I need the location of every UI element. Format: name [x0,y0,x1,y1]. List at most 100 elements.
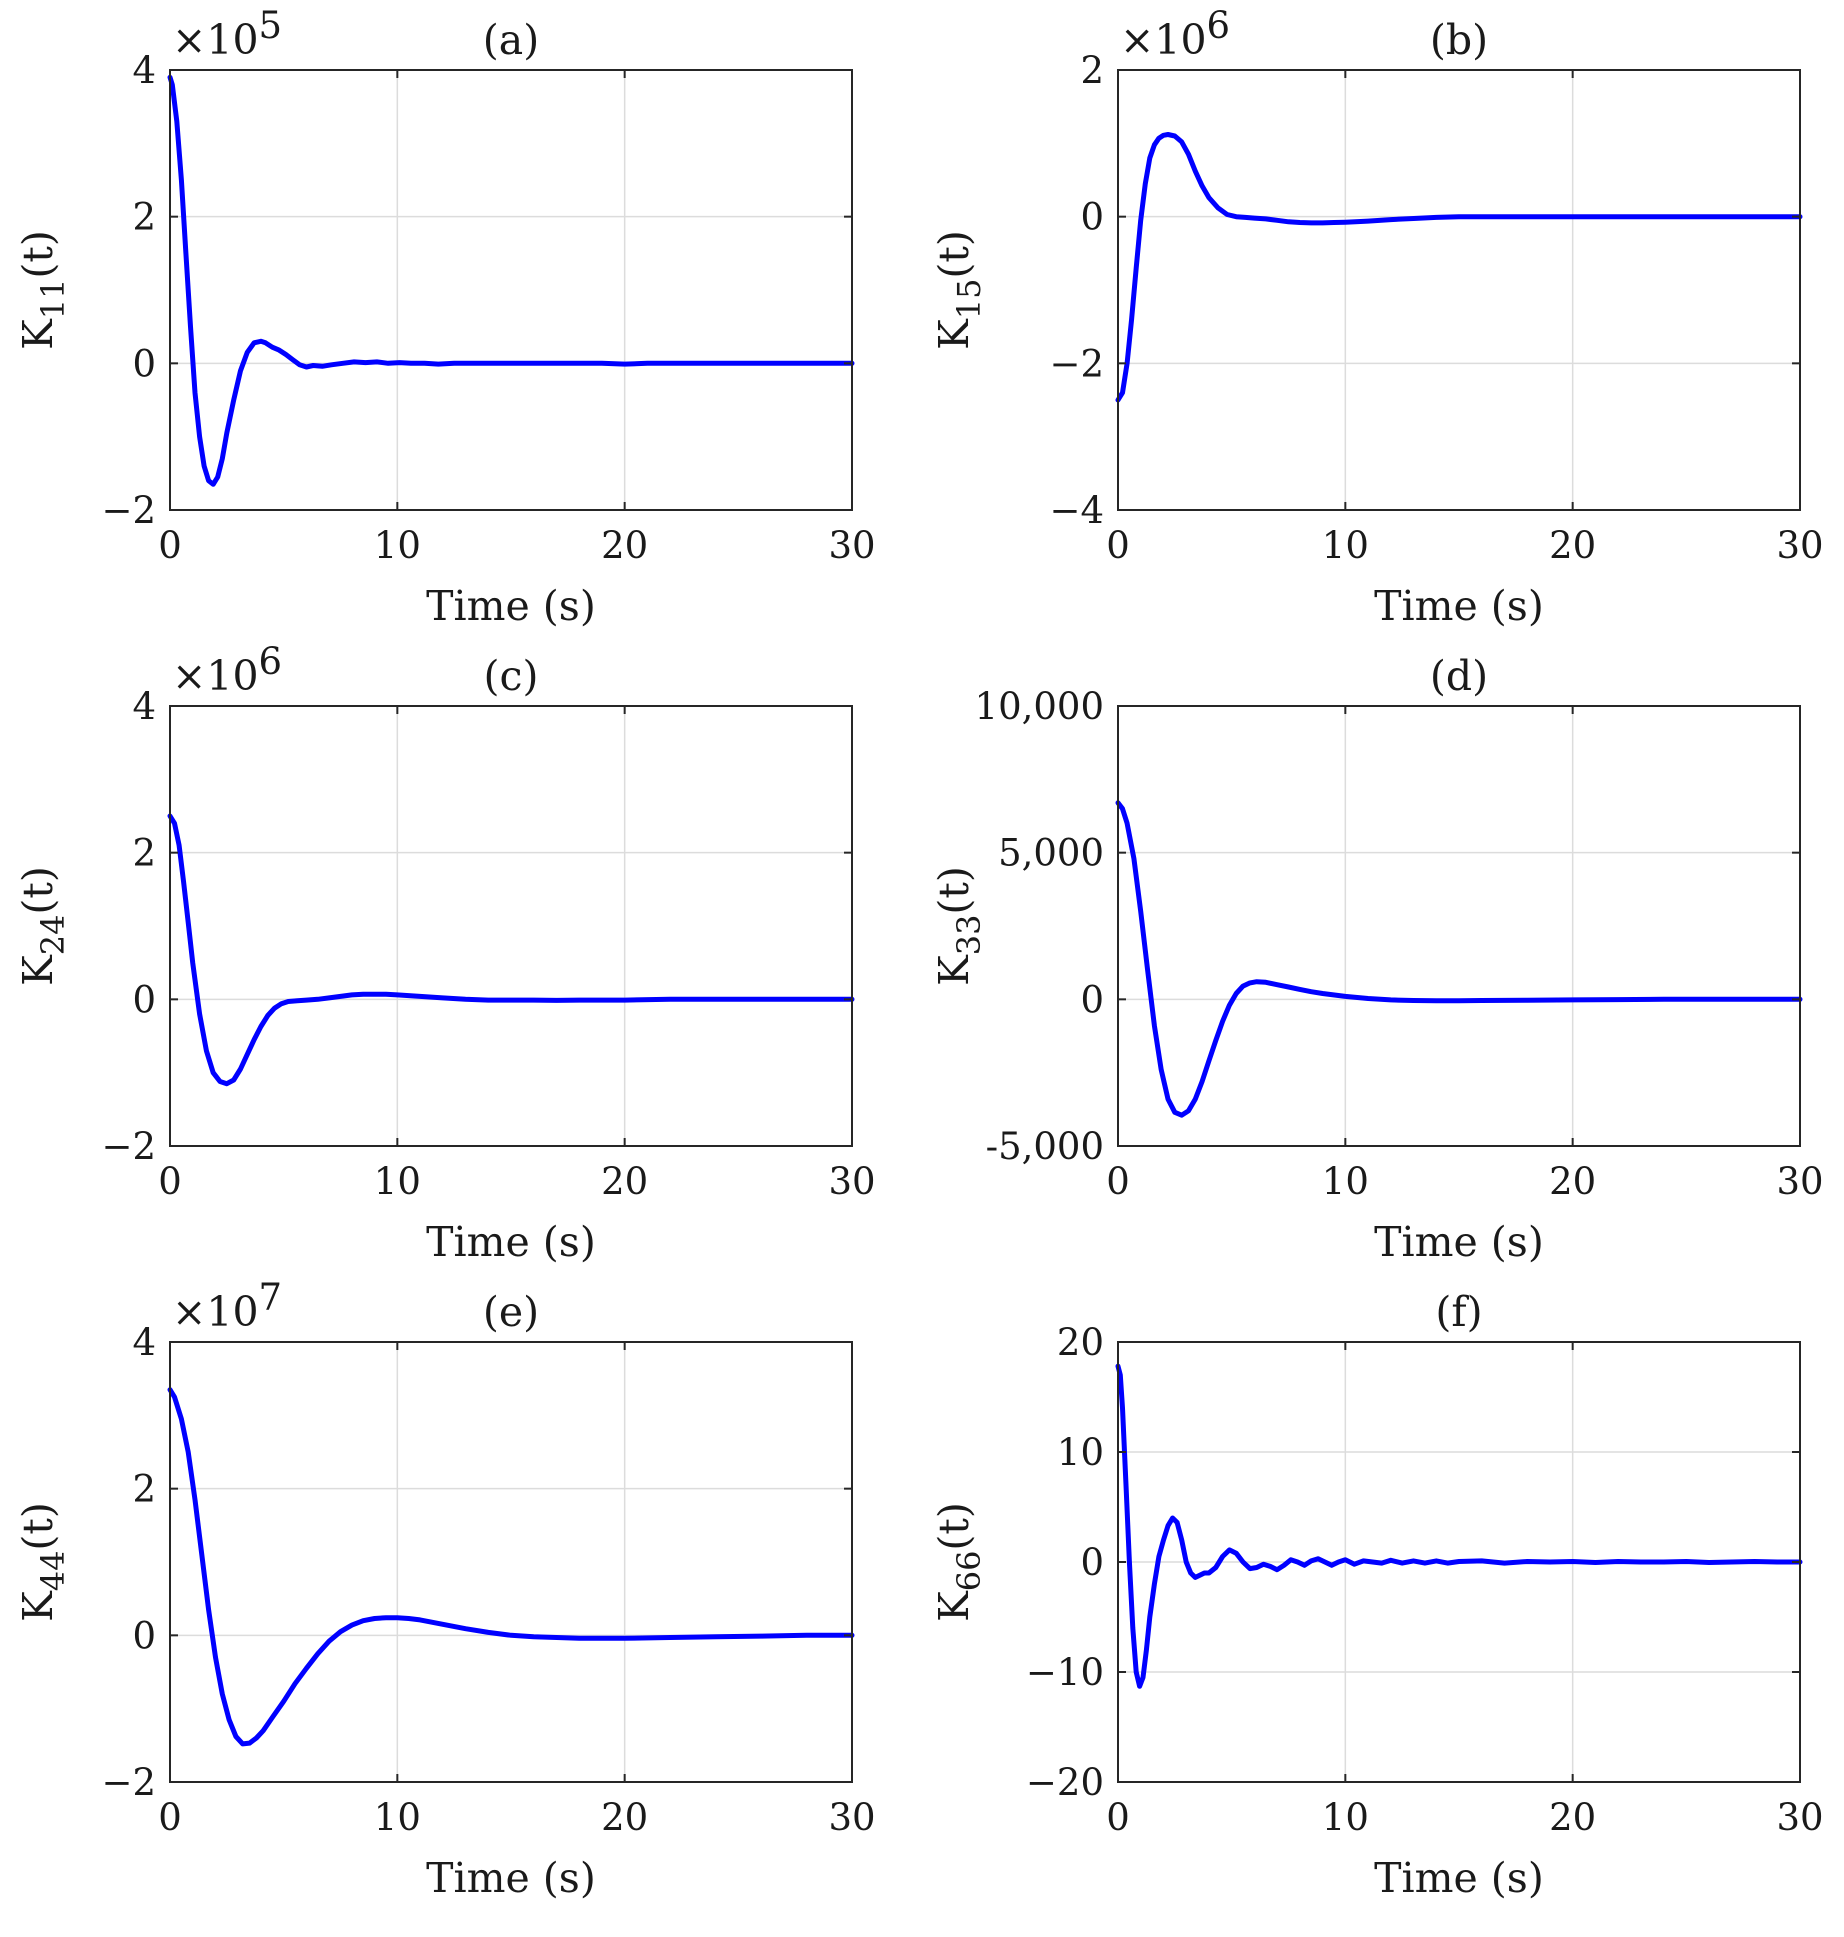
series-line [167,813,855,1087]
x-axis-label: Time (s) [1374,1854,1544,1902]
x-axis-label: Time (s) [426,582,596,630]
y-tick-label: −2 [101,489,156,532]
y-tick-label: 0 [1080,978,1104,1021]
multiplier-exponent: 5 [259,4,283,47]
chart-panel-f: 0 10 20 30 −20 −10 0 10 20 (f) Time (s) K66(t) [930,1288,1824,1902]
y-tick-label: 20 [1057,1321,1104,1364]
x-tick-label: 10 [1322,1160,1369,1203]
y-tick-label: 0 [132,978,156,1021]
y-tick-label: 4 [132,49,156,92]
chart-title: (c) [484,652,539,700]
y-label-suffix: (t) [930,230,978,278]
series-line [1115,1363,1803,1689]
y-tick-label: 10,000 [975,685,1104,728]
multiplier-base: ×10 [1120,16,1207,64]
multiplier-base: ×10 [172,1288,259,1336]
series-line [167,1387,855,1747]
x-tick-label: 20 [601,1160,648,1203]
x-tick-label: 10 [1322,1796,1369,1839]
y-tick-label: −2 [101,1761,156,1804]
y-tick-label: 0 [132,1614,156,1657]
y-axis-label: K33(t) [930,866,988,986]
y-axis-label: K11(t) [14,230,72,350]
chart-title: (f) [1435,1288,1482,1336]
x-tick-label: 30 [828,1796,875,1839]
y-tick-label: 10 [1057,1431,1104,1474]
multiplier-exponent: 7 [259,1276,283,1319]
y-label-suffix: (t) [930,866,978,914]
y-tick-label: -5,000 [986,1125,1104,1168]
y-tick-label: 2 [1080,49,1104,92]
x-tick-label: 10 [374,524,421,567]
y-label-suffix: (t) [930,1502,978,1550]
x-tick-label: 0 [1106,524,1130,567]
plot-frame [169,705,853,1147]
x-tick-label: 30 [828,1160,875,1203]
series-line [1115,132,1803,403]
axis-multiplier: ×105 [172,4,282,64]
y-label-subscript: 11 [34,279,72,320]
series-line [1115,800,1803,1118]
x-tick-label: 30 [1776,524,1823,567]
y-label-subscript: 33 [950,915,988,956]
multiplier-base: ×10 [172,652,259,700]
y-tick-label: −10 [1026,1651,1104,1694]
y-axis-label: K66(t) [930,1502,988,1622]
y-tick-label: 5,000 [998,832,1104,875]
y-label-suffix: (t) [14,866,62,914]
y-label-base: K [930,318,978,350]
multiplier-base: ×10 [172,16,259,64]
chart-title: (d) [1430,652,1488,700]
x-tick-label: 20 [1549,1160,1596,1203]
x-tick-label: 0 [158,1160,182,1203]
plot-frame [169,1341,853,1783]
y-label-base: K [14,318,62,350]
axis-multiplier: ×106 [172,640,282,700]
y-label-base: K [930,1590,978,1622]
y-tick-label: 2 [132,832,156,875]
chart-title: (b) [1430,16,1488,64]
y-axis-label: K44(t) [14,1502,72,1622]
multiplier-exponent: 6 [259,640,283,683]
x-tick-label: 0 [1106,1796,1130,1839]
x-tick-label: 10 [1322,524,1369,567]
y-label-subscript: 66 [950,1551,988,1592]
y-label-suffix: (t) [14,230,62,278]
y-tick-label: 0 [1080,196,1104,239]
y-tick-label: 0 [132,342,156,385]
x-tick-label: 0 [158,524,182,567]
series-line [167,74,855,487]
y-axis-label: K24(t) [14,866,72,986]
x-axis-label: Time (s) [426,1854,596,1902]
multiplier-exponent: 6 [1207,4,1231,47]
y-label-suffix: (t) [14,1502,62,1550]
x-tick-label: 10 [374,1160,421,1203]
chart-panel-b: 0 10 20 30 −4 −2 0 2 (b) ×106 Time (s) K15(t) [930,4,1824,630]
axis-multiplier: ×107 [172,1276,282,1336]
y-tick-label: −2 [101,1125,156,1168]
y-tick-label: 4 [132,1321,156,1364]
y-label-subscript: 44 [34,1551,72,1592]
chart-title: (a) [483,16,539,64]
y-tick-label: 2 [132,196,156,239]
x-axis-label: Time (s) [1374,1218,1544,1266]
axis-multiplier: ×106 [1120,4,1230,64]
x-tick-label: 0 [158,1796,182,1839]
y-label-base: K [14,1590,62,1622]
y-axis-label: K15(t) [930,230,988,350]
x-tick-label: 30 [1776,1160,1823,1203]
x-tick-label: 30 [828,524,875,567]
x-axis-label: Time (s) [426,1218,596,1266]
y-tick-label: −20 [1026,1761,1104,1804]
x-tick-label: 30 [1776,1796,1823,1839]
x-tick-label: 20 [601,1796,648,1839]
y-label-subscript: 15 [950,279,988,320]
plot-frame [1117,705,1801,1147]
x-axis-label: Time (s) [1374,582,1544,630]
